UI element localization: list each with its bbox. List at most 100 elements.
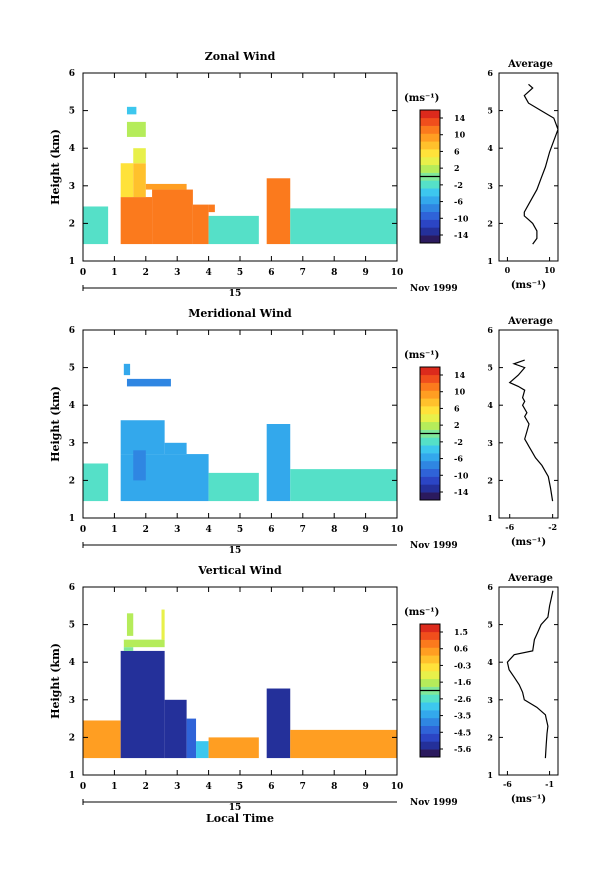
heatmap-cell [133,450,146,481]
x-tick-label: 7 [300,525,306,535]
colorbar-tick-label: 1.5 [454,627,468,637]
x-tick-label: 5 [237,782,243,792]
heatmap-cell [126,613,134,636]
y-tick-label: 6 [69,326,75,336]
heatmap-cell [164,699,187,759]
colorbar-swatch [420,631,440,640]
colorbar: (ms⁻¹) 14 10 6 2 -2 -6 -10 -14 [404,350,469,501]
x-tick-label: 9 [362,268,368,278]
y-tick-label: 3 [69,439,75,449]
x-tick-label: 9 [362,525,368,535]
colorbar-swatch [420,374,440,383]
y-tick-label: 1 [69,514,75,524]
heatmap-cell [123,639,165,648]
colorbar-swatch [420,211,440,220]
average-y-tick-label: 2 [487,732,493,742]
colorbar-swatch [420,149,440,158]
average-y-tick-label: 4 [487,143,493,153]
heatmap-cell [266,424,291,502]
colorbar-tick-label: -6 [454,197,463,207]
y-tick-label: 3 [69,182,75,192]
heatmap-cell [196,741,209,759]
colorbar-swatch [420,717,440,727]
colorbar-swatch [420,710,440,719]
colorbar-tick-label: 14 [454,370,466,380]
average-y-tick-label: 1 [487,256,493,266]
colorbar-swatch [420,203,440,213]
heatmap-cell [152,189,193,245]
x-tick-label: 8 [331,782,337,792]
colorbar-tick-label: -10 [454,213,469,223]
x-tick-label: 1 [111,268,117,278]
y-tick-label: 4 [69,401,75,411]
average-y-tick-label: 2 [487,475,493,485]
colorbar-tick-label: -14 [454,487,469,497]
heatmap-cell [290,469,397,502]
average-plot: Average 1 2 3 4 5 6 -6 -2(ms⁻¹) [487,316,559,548]
average-profile-line [508,359,554,502]
x-tick-label: 5 [237,268,243,278]
average-unit: (ms⁻¹) [511,280,546,291]
heatmap-cell [208,215,259,245]
average-profile-line [506,590,554,759]
heatmap-cell [133,163,146,198]
average-y-tick-label: 6 [487,325,493,335]
colorbar-swatch [420,413,440,423]
x-tick-label: 2 [143,525,149,535]
average-y-tick-label: 5 [487,620,493,630]
average-title: Average [507,573,553,584]
colorbar-swatch [420,749,440,758]
x-tick-label: 3 [174,782,180,792]
x-tick-label: 2 [143,782,149,792]
heatmap-cell [208,737,259,759]
colorbar-swatch [420,406,440,415]
colorbar-swatch [420,219,440,228]
x-tick-label: 9 [362,782,368,792]
colorbar-swatch [420,484,440,493]
average-y-tick-label: 1 [487,770,493,780]
average-x-tick-label: -2 [548,522,557,532]
heatmap-cell [83,206,109,245]
colorbar-swatch [420,117,440,126]
y-axis-label: Height (km) [49,129,62,205]
colorbar-swatch [420,382,440,391]
x-tick-label: 5 [237,525,243,535]
date-label: 15 [229,803,242,813]
y-tick-label: 1 [69,257,75,267]
average-y-tick-label: 6 [487,68,493,78]
colorbar-tick-label: -2 [454,180,463,190]
colorbar-unit: (ms⁻¹) [404,93,439,104]
colorbar-swatch [420,235,440,244]
heatmap-cell [83,720,121,759]
average-y-tick-label: 4 [487,400,493,410]
heatmap-cell [161,609,165,640]
colorbar-swatch [420,492,440,501]
x-tick-label: 10 [391,782,404,792]
average-y-tick-label: 1 [487,513,493,523]
x-tick-label: 6 [268,525,274,535]
average-unit: (ms⁻¹) [511,537,546,548]
heatmap-cell [145,183,187,190]
x-tick-label: 3 [174,525,180,535]
date-label: 15 [229,289,242,299]
y-tick-label: 3 [69,696,75,706]
x-tick-label: 0 [80,525,86,535]
average-x-tick-label: -6 [503,779,512,789]
x-tick-label: 4 [205,525,211,535]
y-axis-label: Height (km) [49,643,62,719]
x-tick-label: 0 [80,268,86,278]
colorbar-swatch [420,141,440,150]
x-tick-label: 7 [300,782,306,792]
colorbar-tick-label: -6 [454,454,463,464]
average-y-tick-label: 3 [487,695,493,705]
colorbar-tick-label: 6 [454,146,460,156]
colorbar-swatch [420,188,440,197]
x-tick-label: 4 [205,268,211,278]
colorbar-swatch [420,678,440,687]
heatmap-cell [126,106,137,115]
heatmap-cell [123,647,134,651]
colorbar-swatch [420,702,440,711]
